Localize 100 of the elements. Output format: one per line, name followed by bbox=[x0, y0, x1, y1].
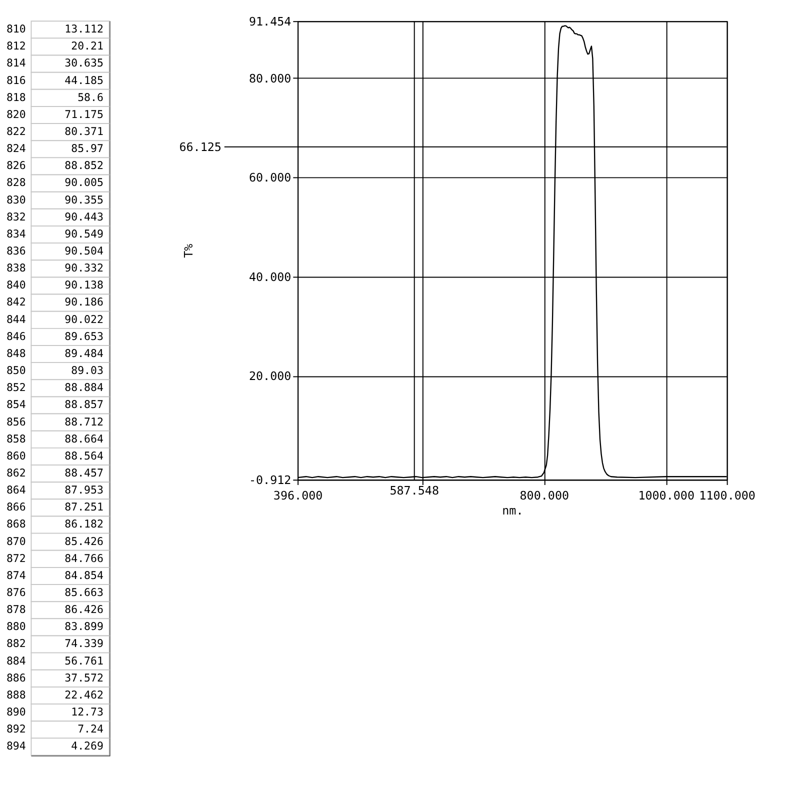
data-label: 22.462 bbox=[64, 688, 104, 702]
x-tick-label: 1000.000 bbox=[638, 488, 694, 503]
y-tick-label: 858 bbox=[6, 432, 26, 446]
y-tick-label: -0.912 bbox=[248, 473, 292, 488]
y-tick-label: 878 bbox=[6, 603, 26, 616]
y-tick-label: 846 bbox=[6, 330, 26, 343]
y-tick-label: 40.000 bbox=[248, 270, 292, 284]
data-label: 90.005 bbox=[64, 176, 104, 190]
y-tick-label: 876 bbox=[6, 586, 26, 599]
x-axis-title: nm. bbox=[502, 503, 524, 518]
y-tick-label: 852 bbox=[6, 381, 26, 394]
y-tick-label: 834 bbox=[6, 227, 26, 240]
y-tick-label: 856 bbox=[6, 415, 26, 428]
y-tick-label: 880 bbox=[6, 620, 26, 634]
data-label: 90.138 bbox=[64, 278, 104, 292]
y-tick-label: 860 bbox=[6, 449, 26, 462]
y-tick-label: 832 bbox=[6, 210, 26, 224]
y-tick-label: 894 bbox=[6, 740, 26, 753]
data-label: 87.953 bbox=[64, 484, 104, 497]
data-label: 90.549 bbox=[64, 227, 104, 240]
data-label: 85.663 bbox=[64, 586, 104, 599]
data-label: 88.664 bbox=[64, 432, 104, 446]
y-tick-label: 882 bbox=[6, 637, 26, 650]
y-tick-label: 872 bbox=[6, 552, 26, 565]
y-tick-label: 60.000 bbox=[248, 170, 292, 185]
data-label: 37.572 bbox=[64, 671, 104, 684]
y-tick-label: 848 bbox=[6, 346, 26, 360]
y-tick-label: 836 bbox=[6, 244, 26, 258]
data-label: 30.635 bbox=[64, 56, 104, 70]
y-tick-label: 888 bbox=[6, 688, 26, 702]
data-label: 90.355 bbox=[64, 193, 104, 206]
data-label: 90.022 bbox=[64, 312, 104, 326]
data-label: 90.332 bbox=[64, 262, 104, 275]
data-label: 4.269 bbox=[71, 740, 104, 753]
y-tick-label: 862 bbox=[6, 466, 26, 480]
data-label: 88.852 bbox=[64, 159, 104, 172]
y-tick-label: 828 bbox=[6, 176, 26, 190]
data-label: 20.21 bbox=[71, 40, 104, 53]
data-label: 90.443 bbox=[64, 210, 104, 224]
y-tick-label: 842 bbox=[6, 296, 26, 309]
ref-line-label: 587.548 bbox=[390, 483, 439, 498]
data-label: 89.484 bbox=[64, 346, 104, 360]
data-label: 44.185 bbox=[64, 74, 104, 87]
data-label: 12.73 bbox=[71, 706, 104, 718]
data-label: 87.251 bbox=[64, 500, 104, 514]
data-label: 86.182 bbox=[64, 518, 104, 531]
y-tick-label: 818 bbox=[6, 90, 26, 104]
y-tick-label: 830 bbox=[6, 193, 26, 206]
data-label: 85.426 bbox=[64, 534, 104, 548]
x-tick-label: 1100.000 bbox=[699, 488, 756, 503]
data-label: 85.97 bbox=[71, 142, 104, 156]
data-label: 56.761 bbox=[64, 654, 104, 668]
data-label: 88.457 bbox=[64, 466, 104, 480]
y-tick-label: 844 bbox=[6, 312, 26, 326]
x-tick-label: 396.000 bbox=[273, 488, 323, 503]
data-label: 13.112 bbox=[64, 22, 104, 36]
y-tick-label: 826 bbox=[6, 159, 26, 172]
data-label: 84.854 bbox=[64, 568, 104, 582]
y-tick-label: 874 bbox=[6, 568, 26, 582]
data-label: 88.884 bbox=[64, 381, 104, 394]
data-label: 90.186 bbox=[64, 296, 104, 309]
y-tick-label: 870 bbox=[6, 534, 26, 548]
data-label: 84.766 bbox=[64, 552, 104, 565]
y-tick-label: 868 bbox=[6, 518, 26, 531]
data-label: 86.426 bbox=[64, 603, 104, 616]
y-tick-label: 886 bbox=[6, 671, 26, 684]
y-tick-label: 20.000 bbox=[248, 369, 292, 384]
y-tick-label: 840 bbox=[6, 278, 26, 292]
y-tick-label: 892 bbox=[6, 722, 26, 736]
y-tick-label: 824 bbox=[6, 142, 26, 156]
y-tick-label: 816 bbox=[6, 74, 26, 87]
data-label: 83.899 bbox=[64, 620, 104, 634]
data-label: 80.371 bbox=[64, 125, 104, 138]
data-label: 88.712 bbox=[64, 415, 104, 428]
data-label: 7.24 bbox=[78, 722, 104, 736]
y-tick-label: 814 bbox=[6, 56, 26, 70]
data-label: 58.6 bbox=[78, 90, 104, 104]
y-tick-label: 884 bbox=[6, 654, 26, 668]
y-tick-label: 864 bbox=[6, 484, 26, 497]
data-label: 90.504 bbox=[64, 244, 104, 258]
data-label: 88.564 bbox=[64, 449, 104, 462]
y-tick-label: 812 bbox=[6, 40, 26, 53]
y-tick-label: 810 bbox=[6, 22, 26, 36]
y-tick-label: 850 bbox=[6, 364, 26, 378]
y-tick-label: 890 bbox=[6, 706, 26, 718]
y-tick-label: 838 bbox=[6, 262, 26, 275]
y-tick-label: 854 bbox=[6, 398, 26, 412]
y-axis-title: T% bbox=[181, 244, 196, 258]
data-label: 89.653 bbox=[64, 330, 104, 343]
data-label: 71.175 bbox=[64, 108, 104, 121]
y-tick-label: 822 bbox=[6, 125, 26, 138]
y-tick-label: 91.454 bbox=[248, 14, 292, 28]
y-tick-label: 80.000 bbox=[248, 71, 292, 86]
ref-line-label: 66.125 bbox=[179, 140, 222, 154]
y-tick-label: 866 bbox=[6, 500, 26, 514]
x-tick-label: 800.000 bbox=[520, 488, 570, 503]
data-label: 74.339 bbox=[64, 637, 104, 650]
data-label: 88.857 bbox=[64, 398, 104, 412]
y-tick-label: 820 bbox=[6, 108, 26, 121]
data-label: 89.03 bbox=[71, 364, 104, 378]
